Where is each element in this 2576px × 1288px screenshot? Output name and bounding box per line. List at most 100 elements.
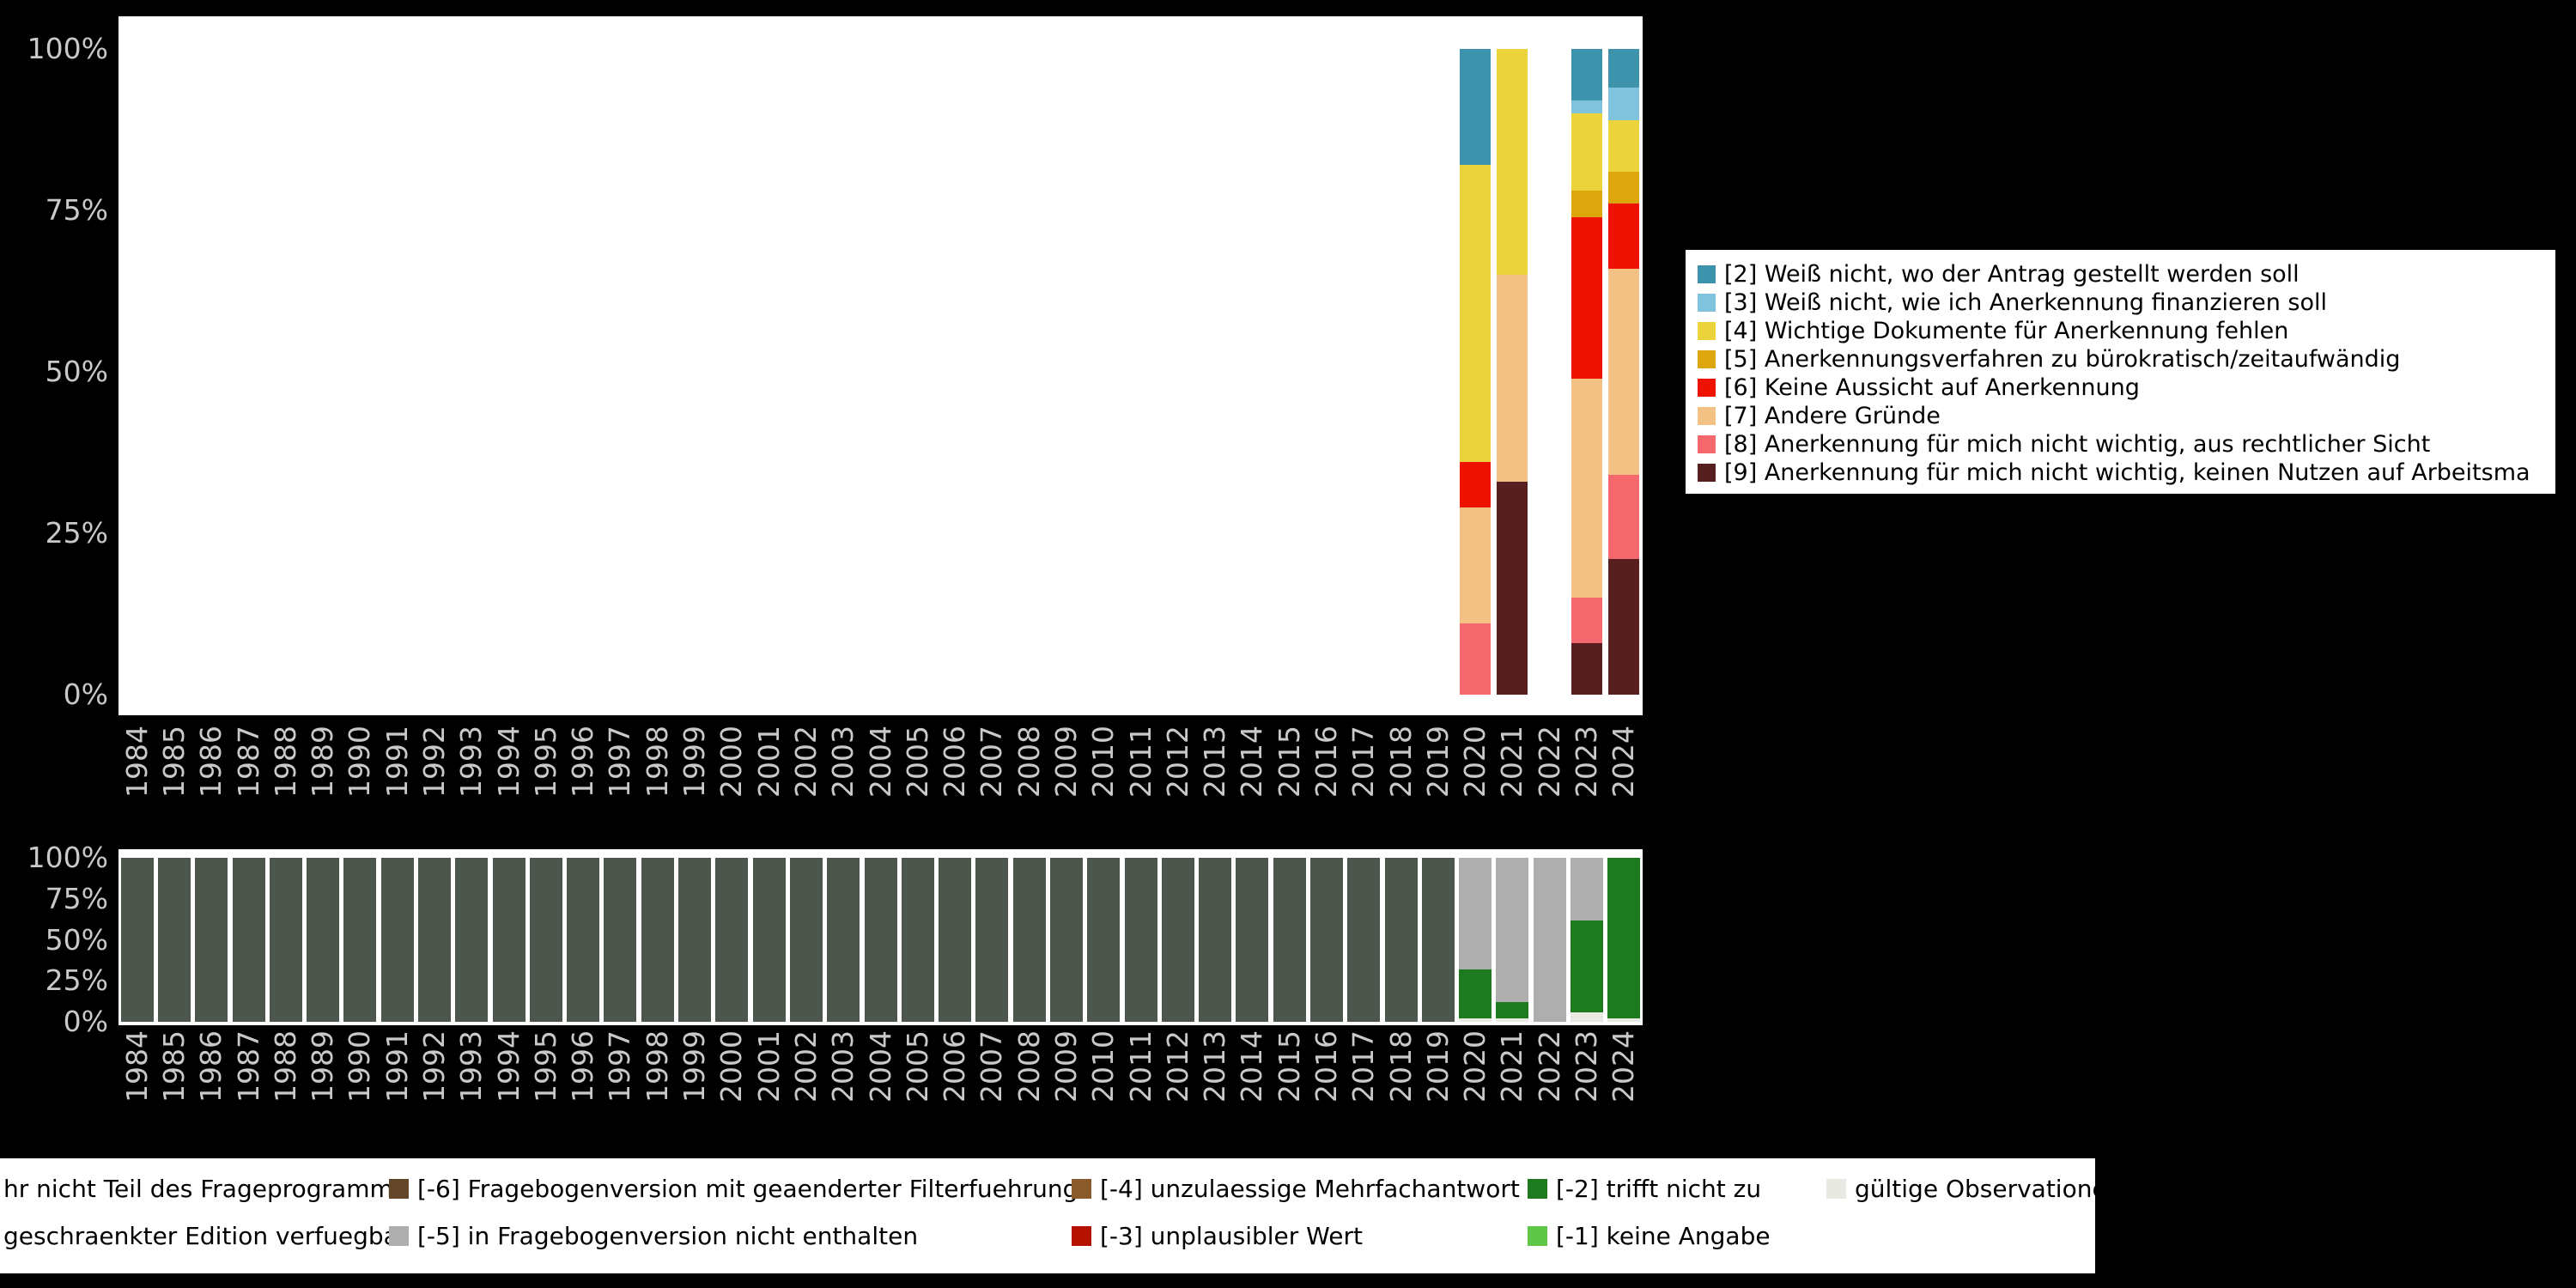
- bar-segment: [1460, 462, 1492, 507]
- x-tick-label: 1999: [677, 726, 712, 798]
- x-tick-label: 2003: [826, 726, 860, 798]
- x-tick-label: 1997: [603, 726, 637, 798]
- x-tick-label: 2017: [1346, 1030, 1381, 1103]
- x-tick-label: 2015: [1272, 1030, 1306, 1103]
- x-tick-label: 2005: [900, 1030, 934, 1103]
- bar-segment: [1236, 858, 1269, 1022]
- x-tick-label: 2024: [1607, 726, 1641, 798]
- legend-item: [4] Wichtige Dokumente für Anerkennung f…: [1698, 317, 2555, 345]
- x-tick-label: 2014: [1235, 726, 1269, 798]
- legend-item: geschraenkter Edition verfuegbar: [3, 1220, 408, 1251]
- legend-swatch: [1072, 1225, 1091, 1246]
- bar-segment: [1571, 920, 1604, 1012]
- legend-item: [7] Andere Gründe: [1698, 402, 2555, 430]
- bar-segment: [417, 858, 451, 1022]
- x-tick-label: 1999: [677, 1030, 712, 1103]
- bar-segment: [1310, 858, 1343, 1022]
- x-tick-label: 2005: [900, 726, 934, 798]
- x-tick-label: 2007: [975, 1030, 1009, 1103]
- bar-segment: [1571, 378, 1603, 598]
- bar-segment: [157, 858, 191, 1022]
- x-tick-label: 2007: [975, 726, 1009, 798]
- bar-segment: [1496, 858, 1529, 1003]
- bar-segment: [1608, 88, 1640, 120]
- x-tick-label: 1998: [640, 1030, 674, 1103]
- bar-segment: [901, 858, 934, 1022]
- legend-swatch: [1698, 265, 1716, 283]
- x-tick-label: 2010: [1086, 1030, 1121, 1103]
- bar-segment: [1384, 858, 1418, 1022]
- x-tick-label: 1987: [231, 726, 265, 798]
- x-tick-label: 1991: [380, 1030, 414, 1103]
- x-tick-label: 1988: [268, 726, 302, 798]
- x-tick-label: 2023: [1570, 726, 1604, 798]
- y-tick-label: 25%: [45, 516, 108, 550]
- legend-label: [-3] unplausibler Wert: [1100, 1221, 1363, 1250]
- bar-segment: [1608, 49, 1640, 88]
- legend-item: [3] Weiß nicht, wie ich Anerkennung fina…: [1698, 289, 2555, 317]
- x-tick-label: 2009: [1048, 726, 1083, 798]
- legend-label: hr nicht Teil des Frageprogramms: [3, 1174, 406, 1203]
- top-chart-plot: [118, 16, 1643, 715]
- legend-label: [2] Weiß nicht, wo der Antrag gestellt w…: [1724, 261, 2300, 288]
- legend-item: [-1] keine Angabe: [1528, 1220, 1771, 1251]
- bar-segment: [343, 858, 377, 1022]
- x-tick-label: 1984: [119, 1030, 154, 1103]
- x-tick-label: 2004: [863, 726, 897, 798]
- bar-segment: [1608, 475, 1640, 560]
- x-tick-label: 2008: [1012, 1030, 1046, 1103]
- legend-label: [8] Anerkennung für mich nicht wichtig, …: [1724, 431, 2431, 458]
- x-tick-label: 1985: [156, 1030, 191, 1103]
- y-tick-label: 50%: [45, 355, 108, 388]
- legend-swatch: [1698, 294, 1716, 312]
- bar-segment: [1571, 1012, 1604, 1022]
- x-tick-label: 2016: [1309, 1030, 1343, 1103]
- x-tick-label: 1989: [306, 1030, 340, 1103]
- x-tick-label: 2019: [1420, 1030, 1455, 1103]
- x-tick-label: 1988: [268, 1030, 302, 1103]
- bar-segment: [567, 858, 600, 1022]
- x-tick-label: 1995: [528, 726, 562, 798]
- x-tick-label: 1985: [156, 726, 191, 798]
- bar-segment: [827, 858, 860, 1022]
- legend-item: [-2] trifft nicht zu: [1528, 1173, 1761, 1204]
- x-tick-label: 2013: [1198, 726, 1232, 798]
- legend-label: [-2] trifft nicht zu: [1556, 1174, 1762, 1203]
- legend-swatch: [1698, 407, 1716, 425]
- legend-item: [-3] unplausibler Wert: [1072, 1220, 1363, 1251]
- legend-label: [9] Anerkennung für mich nicht wichtig, …: [1724, 459, 2530, 486]
- bar-segment: [1608, 559, 1640, 695]
- bar-segment: [120, 858, 154, 1022]
- legend-swatch: [1698, 435, 1716, 453]
- bar-segment: [269, 858, 302, 1022]
- legend-swatch: [1528, 1225, 1547, 1246]
- legend-swatch: [1698, 350, 1716, 368]
- legend-item: gültige Observationen: [1826, 1173, 2095, 1204]
- bar-segment: [1460, 507, 1492, 624]
- x-tick-label: 2014: [1235, 1030, 1269, 1103]
- bar-segment: [1571, 191, 1603, 217]
- x-tick-label: 1987: [231, 1030, 265, 1103]
- bar-segment: [307, 858, 340, 1022]
- bar-segment: [1161, 858, 1194, 1022]
- x-tick-label: 2002: [788, 1030, 823, 1103]
- bar-segment: [1607, 1018, 1641, 1022]
- bottom-chart-legend: hr nicht Teil des Frageprogramms [-6] Fra…: [0, 1158, 2095, 1273]
- x-tick-label: 2012: [1160, 1030, 1194, 1103]
- bar-segment: [1124, 858, 1157, 1022]
- bar-segment: [1608, 268, 1640, 476]
- bar-segment: [455, 858, 489, 1022]
- bar-segment: [1608, 171, 1640, 204]
- bar-segment: [1571, 642, 1603, 695]
- x-tick-label: 2020: [1458, 1030, 1492, 1103]
- bottom-chart-plot: [118, 849, 1643, 1025]
- bar-segment: [1459, 969, 1492, 1019]
- x-tick-label: 2016: [1309, 726, 1343, 798]
- bar-segment: [232, 858, 265, 1022]
- bar-segment: [1571, 100, 1603, 114]
- bar-segment: [1012, 858, 1046, 1022]
- bar-segment: [975, 858, 1009, 1022]
- bar-segment: [604, 858, 637, 1022]
- legend-item: [-5] in Fragebogenversion nicht enthalte…: [389, 1220, 918, 1251]
- x-tick-label: 2020: [1458, 726, 1492, 798]
